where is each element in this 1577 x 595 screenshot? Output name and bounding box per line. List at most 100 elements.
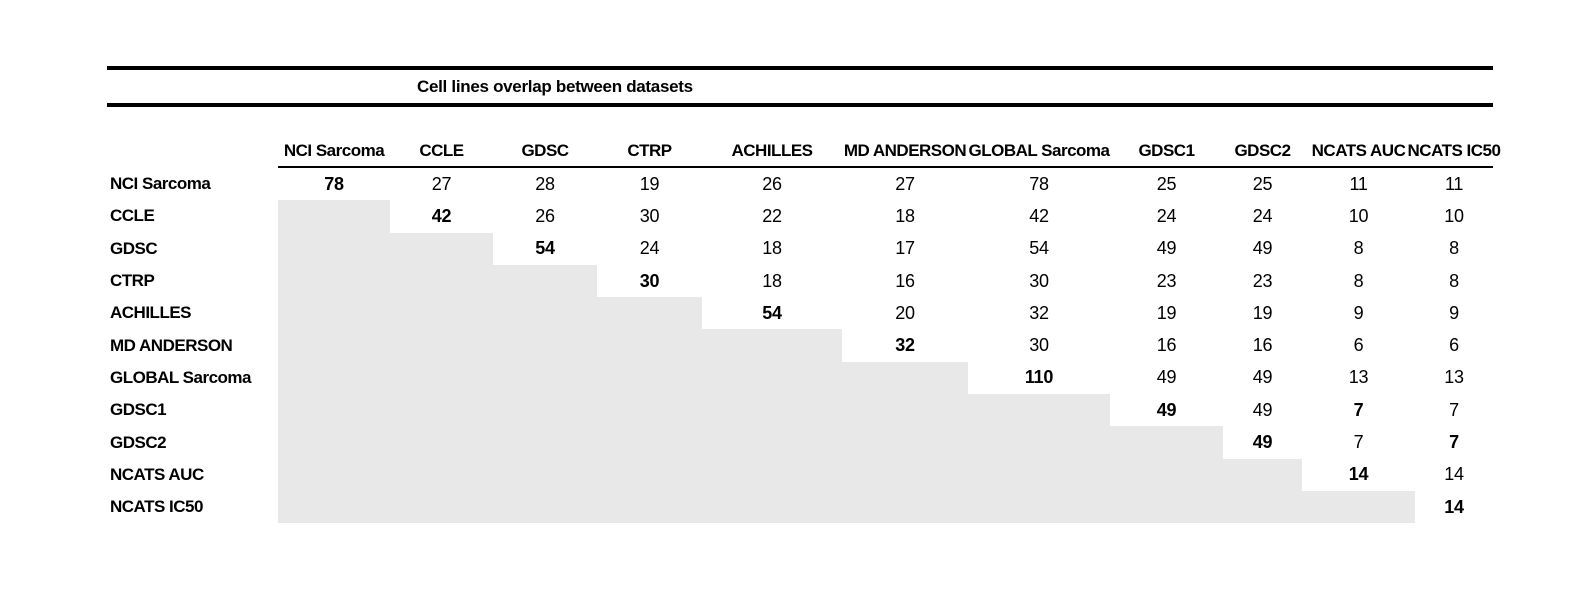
row-header: CTRP bbox=[110, 271, 155, 291]
matrix-cell: 6 bbox=[1353, 335, 1364, 356]
matrix-cell: 24 bbox=[1156, 205, 1177, 226]
matrix-cell: 30 bbox=[1029, 270, 1049, 291]
matrix-cell bbox=[702, 361, 842, 395]
matrix-cell bbox=[842, 361, 968, 395]
matrix-cell: 18 bbox=[762, 270, 782, 291]
matrix-cell: 49 bbox=[1156, 367, 1177, 388]
column-header: NCI Sarcoma bbox=[278, 127, 390, 168]
matrix-cell bbox=[1302, 490, 1415, 524]
column-header: CTRP bbox=[597, 127, 702, 168]
matrix-cell: 10 bbox=[1348, 205, 1369, 226]
matrix-cell bbox=[702, 394, 842, 427]
matrix-cell: 27 bbox=[431, 173, 452, 194]
matrix-cell: 18 bbox=[762, 238, 782, 259]
matrix-cell: 49 bbox=[1252, 399, 1273, 420]
matrix-cell: 11 bbox=[1444, 173, 1464, 194]
table-title: Cell lines overlap between datasets bbox=[417, 77, 693, 96]
matrix-cell: 54 bbox=[762, 302, 782, 323]
matrix-cell bbox=[842, 426, 968, 459]
matrix-cell: 9 bbox=[1449, 302, 1459, 323]
row-header: NCATS AUC bbox=[110, 464, 204, 484]
matrix-cell: 23 bbox=[1252, 270, 1273, 291]
matrix-cell: 19 bbox=[639, 173, 660, 194]
matrix-cell: 32 bbox=[1029, 302, 1049, 323]
matrix-cell: 16 bbox=[895, 270, 915, 291]
matrix-cell: 14 bbox=[1444, 496, 1464, 517]
matrix-cell: 7 bbox=[1353, 399, 1364, 420]
column-header: GDSC2 bbox=[1223, 127, 1302, 168]
matrix-cell bbox=[390, 394, 493, 427]
matrix-cell bbox=[1223, 490, 1302, 524]
matrix-cell bbox=[493, 361, 597, 395]
matrix-cell bbox=[278, 329, 390, 362]
matrix-cell bbox=[390, 361, 493, 395]
matrix-cell bbox=[278, 297, 390, 330]
matrix-cell bbox=[278, 458, 390, 491]
matrix-cell bbox=[278, 490, 390, 524]
matrix-cell: 27 bbox=[895, 173, 915, 194]
matrix-cell: 42 bbox=[1029, 205, 1049, 226]
matrix-cell: 49 bbox=[1252, 432, 1273, 453]
matrix-cell: 25 bbox=[1156, 173, 1177, 194]
table-title-bar: Cell lines overlap between datasets bbox=[107, 66, 1493, 107]
matrix-cell bbox=[597, 426, 702, 459]
matrix-cell: 24 bbox=[639, 238, 660, 259]
matrix-cell: 30 bbox=[639, 270, 660, 291]
matrix-cell: 16 bbox=[1156, 335, 1177, 356]
column-header: GLOBAL Sarcoma bbox=[968, 127, 1110, 168]
matrix-cell: 78 bbox=[1029, 173, 1049, 194]
matrix-cell bbox=[597, 361, 702, 395]
matrix-cell bbox=[390, 264, 493, 298]
matrix-cell: 8 bbox=[1353, 238, 1364, 259]
matrix-cell: 19 bbox=[1252, 302, 1273, 323]
matrix-cell: 23 bbox=[1156, 270, 1177, 291]
matrix-cell bbox=[493, 394, 597, 427]
matrix-cell: 78 bbox=[324, 173, 344, 194]
matrix-cell bbox=[702, 329, 842, 362]
column-header: NCATS AUC bbox=[1302, 127, 1415, 168]
matrix-cell bbox=[493, 264, 597, 298]
title-gap bbox=[107, 107, 1493, 127]
matrix-cell bbox=[278, 394, 390, 427]
matrix-cell bbox=[390, 329, 493, 362]
matrix-cell: 42 bbox=[431, 205, 452, 226]
matrix-cell: 17 bbox=[895, 238, 915, 259]
matrix-cell bbox=[493, 329, 597, 362]
matrix-cell: 28 bbox=[535, 173, 555, 194]
matrix-cell bbox=[597, 490, 702, 524]
matrix-cell: 7 bbox=[1449, 399, 1459, 420]
row-header: CCLE bbox=[110, 206, 155, 226]
matrix-cell bbox=[968, 394, 1110, 427]
matrix-cell: 16 bbox=[1252, 335, 1273, 356]
matrix-cell bbox=[278, 264, 390, 298]
matrix-cell bbox=[278, 361, 390, 395]
matrix-cell: 30 bbox=[639, 205, 660, 226]
matrix-cell bbox=[702, 490, 842, 524]
matrix-cell: 7 bbox=[1449, 432, 1459, 453]
row-header: GLOBAL Sarcoma bbox=[110, 367, 252, 387]
matrix-cell: 14 bbox=[1348, 464, 1369, 485]
corner-cell bbox=[107, 127, 278, 168]
matrix-cell bbox=[493, 297, 597, 330]
matrix-cell: 22 bbox=[762, 205, 782, 226]
row-header: ACHILLES bbox=[110, 303, 192, 323]
matrix-cell: 19 bbox=[1156, 302, 1177, 323]
matrix-cell bbox=[702, 458, 842, 491]
matrix-cell: 10 bbox=[1444, 205, 1464, 226]
matrix-cell: 49 bbox=[1252, 367, 1273, 388]
matrix-cell: 54 bbox=[535, 238, 555, 259]
matrix-cell: 8 bbox=[1449, 270, 1459, 291]
matrix-cell bbox=[278, 200, 390, 233]
matrix-cell bbox=[390, 232, 493, 265]
matrix-cell: 7 bbox=[1353, 432, 1364, 453]
matrix-cell: 26 bbox=[762, 173, 782, 194]
matrix-cell bbox=[702, 426, 842, 459]
matrix-cell: 49 bbox=[1156, 399, 1177, 420]
matrix-cell bbox=[842, 490, 968, 524]
matrix-cell: 13 bbox=[1348, 367, 1369, 388]
matrix-cell bbox=[278, 232, 390, 265]
matrix-cell: 54 bbox=[1029, 238, 1049, 259]
matrix-cell: 49 bbox=[1252, 238, 1273, 259]
row-header: NCI Sarcoma bbox=[110, 174, 211, 194]
row-header: MD ANDERSON bbox=[110, 335, 233, 355]
